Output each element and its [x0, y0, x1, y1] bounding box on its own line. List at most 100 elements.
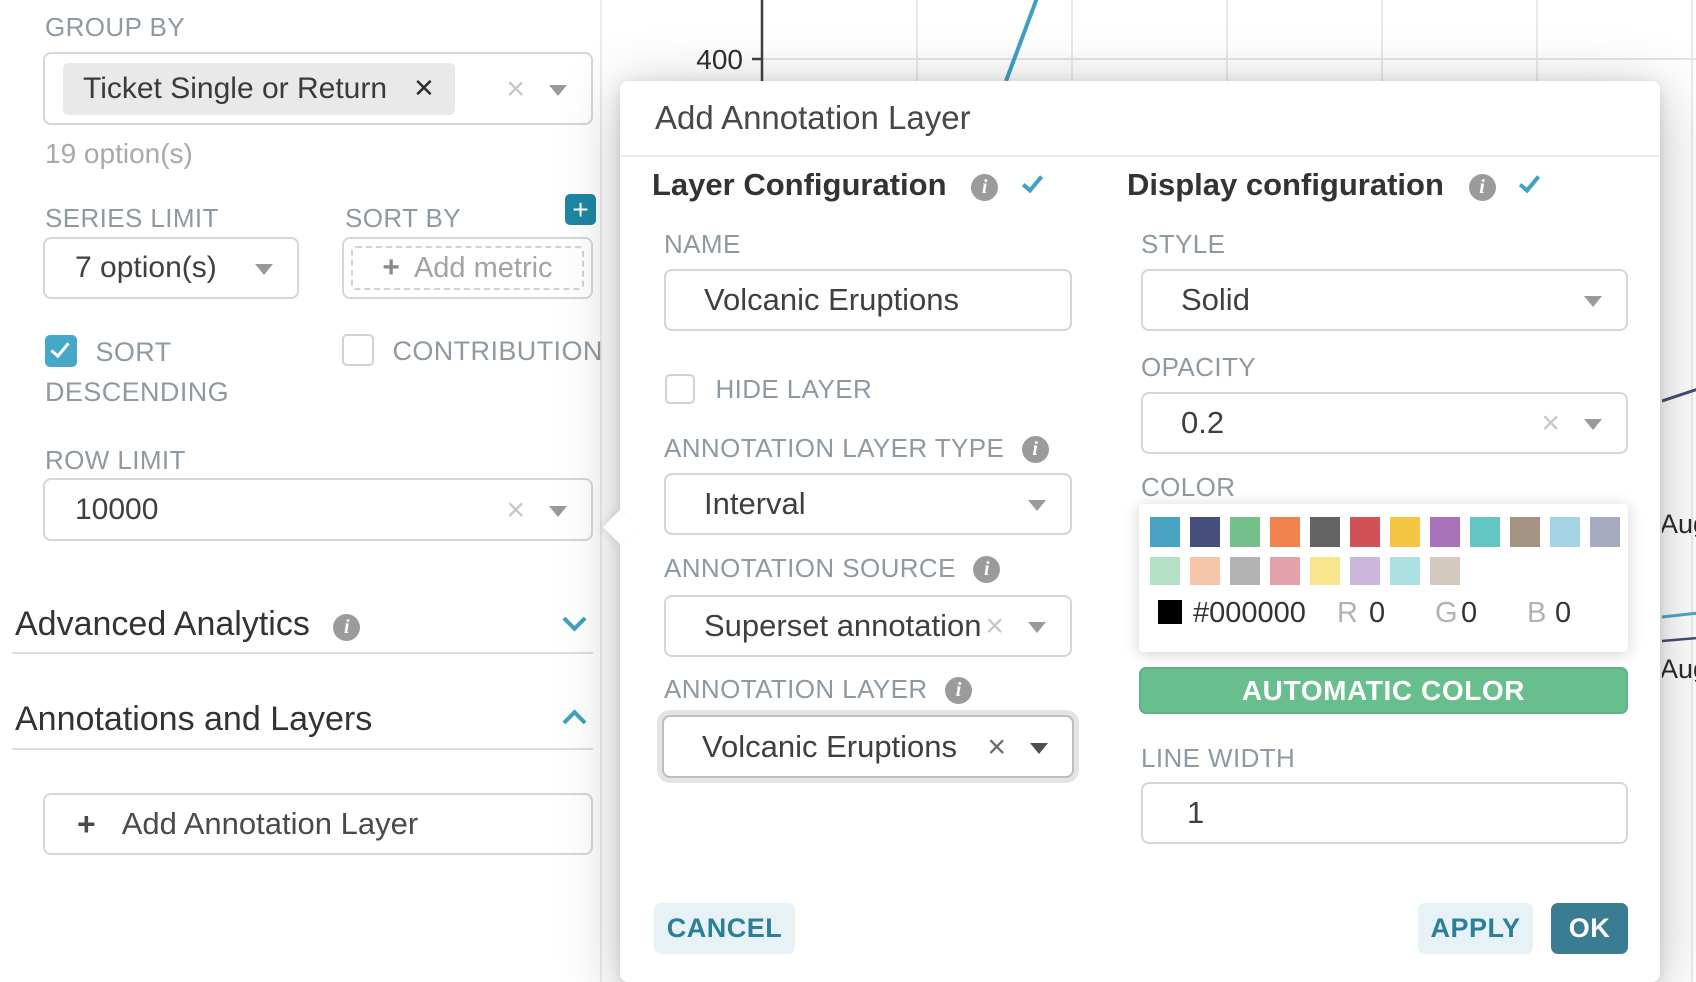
green-value[interactable]: 0 [1461, 597, 1478, 629]
apply-button[interactable]: APPLY [1418, 903, 1533, 954]
group-by-select[interactable]: Ticket Single or Return ✕ × [43, 52, 593, 125]
opacity-label: OPACITY [1141, 352, 1257, 382]
color-swatch[interactable] [1310, 517, 1340, 547]
caret-down-icon[interactable] [549, 505, 567, 517]
current-color-chip[interactable] [1158, 600, 1182, 624]
sort-by-select[interactable]: + Add metric [342, 237, 593, 299]
info-icon[interactable]: i [1021, 436, 1049, 463]
color-label: COLOR [1141, 472, 1236, 502]
hide-layer-control[interactable]: HIDE LAYER [665, 374, 872, 405]
annotation-source-label-text: ANNOTATION SOURCE [664, 553, 956, 583]
info-icon[interactable]: i [333, 614, 361, 641]
color-swatch[interactable] [1230, 517, 1260, 547]
ok-button-label: OK [1568, 913, 1611, 943]
color-swatch[interactable] [1310, 557, 1340, 585]
color-swatch[interactable] [1510, 517, 1540, 547]
series-limit-value: 7 option(s) [75, 251, 217, 284]
caret-down-icon[interactable] [1028, 500, 1046, 511]
opacity-select[interactable]: 0.2 × [1141, 392, 1628, 454]
contribution-checkbox[interactable] [342, 334, 374, 366]
line-width-label: LINE WIDTH [1141, 743, 1296, 773]
style-select[interactable]: Solid [1141, 269, 1628, 331]
layer-configuration-heading-label: Layer Configuration [652, 167, 947, 202]
clear-icon[interactable]: × [985, 607, 1004, 644]
hide-layer-label: HIDE LAYER [715, 374, 873, 404]
annotation-layer-type-value: Interval [704, 486, 806, 521]
color-swatch[interactable] [1390, 557, 1420, 585]
sort-descending-checkbox[interactable] [45, 335, 77, 367]
section-advanced-analytics-label: Advanced Analytics [15, 605, 310, 643]
caret-down-icon[interactable] [549, 84, 567, 96]
color-swatch[interactable] [1150, 517, 1180, 547]
color-swatch[interactable] [1390, 517, 1420, 547]
color-swatch[interactable] [1190, 517, 1220, 547]
caret-down-icon[interactable] [1030, 742, 1048, 754]
opacity-value: 0.2 [1181, 405, 1225, 440]
add-metric-dropzone[interactable]: + Add metric [351, 246, 584, 290]
annotation-source-select[interactable]: Superset annotation × [664, 595, 1072, 657]
check-icon [1021, 170, 1043, 194]
ok-button[interactable]: OK [1551, 903, 1628, 954]
color-swatch[interactable] [1590, 517, 1620, 547]
color-swatch[interactable] [1470, 517, 1500, 547]
caret-down-icon[interactable] [1584, 296, 1602, 307]
clear-icon[interactable]: × [506, 70, 525, 106]
annotation-layer-select[interactable]: Volcanic Eruptions × [662, 715, 1074, 778]
sort-descending-label: SORT DESCENDING [45, 337, 230, 407]
color-swatch[interactable] [1230, 557, 1260, 585]
caret-down-icon[interactable] [1028, 622, 1046, 633]
annotation-layer-type-select[interactable]: Interval [664, 473, 1072, 535]
apply-button-label: APPLY [1430, 913, 1521, 943]
chevron-down-icon[interactable] [562, 607, 587, 632]
color-swatch[interactable] [1550, 517, 1580, 547]
caret-down-icon [255, 264, 273, 275]
display-configuration-heading: Display configuration i [1127, 167, 1541, 203]
contribution-control[interactable]: CONTRIBUTION [342, 334, 603, 367]
color-picker: #000000 R 0 G 0 B 0 [1139, 504, 1628, 652]
blue-value[interactable]: 0 [1555, 597, 1572, 629]
name-input[interactable]: Volcanic Eruptions [664, 269, 1072, 331]
info-icon[interactable]: i [971, 174, 999, 201]
section-advanced-analytics[interactable]: Advanced Analytics i [15, 605, 361, 644]
chevron-up-icon[interactable] [562, 709, 587, 734]
automatic-color-button[interactable]: AUTOMATIC COLOR [1139, 667, 1628, 714]
remove-tag-icon[interactable]: ✕ [413, 73, 435, 103]
color-swatch[interactable] [1350, 557, 1380, 585]
control-panel: GROUP BY Ticket Single or Return ✕ × 19 … [0, 0, 603, 982]
style-label: STYLE [1141, 229, 1226, 259]
group-by-tag[interactable]: Ticket Single or Return ✕ [63, 62, 455, 115]
sort-descending-control[interactable]: SORT DESCENDING [45, 332, 295, 412]
section-annotations-layers[interactable]: Annotations and Layers [15, 700, 372, 739]
info-icon[interactable]: i [973, 556, 1001, 583]
add-metric-placeholder: Add metric [413, 251, 553, 284]
modal-title: Add Annotation Layer [655, 99, 971, 136]
series-limit-select[interactable]: 7 option(s) [43, 237, 299, 299]
cancel-button[interactable]: CANCEL [654, 903, 795, 954]
add-annotation-layer-button-label: Add Annotation Layer [121, 806, 419, 841]
color-swatch[interactable] [1430, 557, 1460, 585]
caret-down-icon[interactable] [1584, 419, 1602, 430]
color-swatch[interactable] [1270, 517, 1300, 547]
info-icon[interactable]: i [1468, 174, 1496, 201]
color-swatch[interactable] [1190, 557, 1220, 585]
red-value[interactable]: 0 [1369, 597, 1386, 629]
style-value: Solid [1181, 282, 1250, 317]
clear-icon[interactable]: × [506, 491, 525, 527]
add-annotation-layer-button[interactable]: + Add Annotation Layer [43, 793, 593, 855]
annotation-source-value: Superset annotation [704, 608, 982, 643]
clear-icon[interactable]: × [987, 728, 1006, 764]
add-metric-plus-button[interactable]: + [565, 194, 596, 225]
color-swatch[interactable] [1150, 557, 1180, 585]
color-swatch[interactable] [1270, 557, 1300, 585]
row-limit-select[interactable]: 10000 × [43, 478, 593, 541]
color-swatch[interactable] [1350, 517, 1380, 547]
info-icon[interactable]: i [945, 677, 973, 704]
color-swatch[interactable] [1430, 517, 1460, 547]
layer-configuration-heading: Layer Configuration i [652, 167, 1043, 203]
row-limit-label: ROW LIMIT [45, 445, 186, 475]
color-hex-value[interactable]: #000000 [1193, 597, 1306, 629]
clear-icon[interactable]: × [1541, 404, 1560, 441]
hide-layer-checkbox[interactable] [665, 374, 695, 404]
line-width-input[interactable]: 1 [1141, 782, 1628, 844]
